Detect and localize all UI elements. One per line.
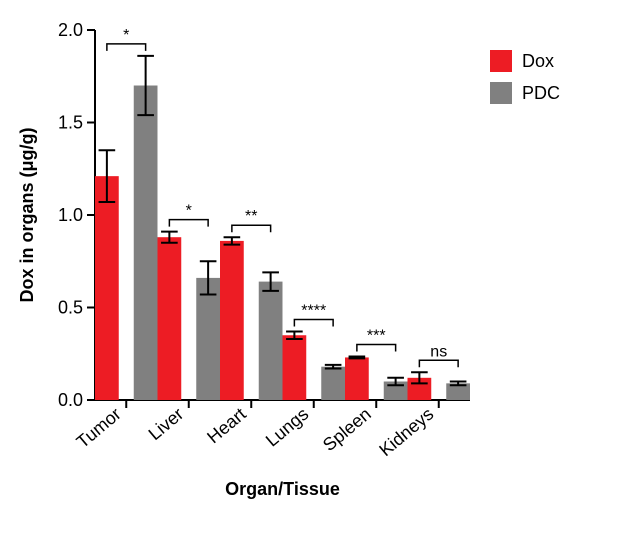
significance-bracket — [294, 320, 333, 327]
significance-bracket — [107, 44, 146, 51]
bar-dox — [220, 241, 244, 400]
significance-label: * — [186, 203, 192, 220]
legend-label: Dox — [522, 51, 554, 71]
significance-label: ** — [245, 208, 257, 225]
bar-pdc — [321, 367, 345, 400]
x-tick-label: Spleen — [319, 404, 375, 455]
y-axis-label: Dox in organs (μg/g) — [17, 127, 37, 302]
dox-organs-bar-chart: 0.0 0.5 1.0 1.5 2.0 Dox in organs (μg/g) Tumor… — [0, 0, 619, 535]
bar-dox — [283, 335, 307, 400]
significance-label: **** — [301, 303, 326, 320]
x-axis-label: Organ/Tissue — [225, 479, 340, 499]
significance-bracket — [169, 220, 208, 227]
significance-bracket — [232, 225, 271, 232]
significance-label: * — [123, 27, 129, 44]
bar-pdc — [259, 282, 283, 400]
bar-pdc — [134, 86, 158, 401]
significance-bracket — [419, 360, 458, 367]
x-tick-label: Liver — [145, 404, 188, 444]
y-tick-label: 1.0 — [58, 205, 83, 225]
x-tick-label: Tumor — [73, 404, 125, 452]
y-tick-label: 2.0 — [58, 20, 83, 40]
y-tick-label: 1.5 — [58, 113, 83, 133]
bar-dox — [95, 176, 119, 400]
x-tick-label: Lungs — [262, 404, 312, 451]
significance-label: ns — [430, 343, 447, 360]
x-tick-label: Kidneys — [375, 404, 437, 460]
bar-pdc — [196, 278, 220, 400]
bar-dox — [158, 237, 182, 400]
legend-swatch — [490, 50, 512, 72]
legend-swatch — [490, 82, 512, 104]
significance-label: *** — [367, 328, 386, 345]
y-tick-label: 0.0 — [58, 390, 83, 410]
legend-label: PDC — [522, 83, 560, 103]
bar-dox — [345, 357, 369, 400]
x-tick-label: Heart — [203, 404, 250, 448]
y-tick-label: 0.5 — [58, 298, 83, 318]
significance-bracket — [357, 345, 396, 352]
chart-svg: 0.0 0.5 1.0 1.5 2.0 Dox in organs (μg/g) Tumor… — [0, 0, 619, 535]
